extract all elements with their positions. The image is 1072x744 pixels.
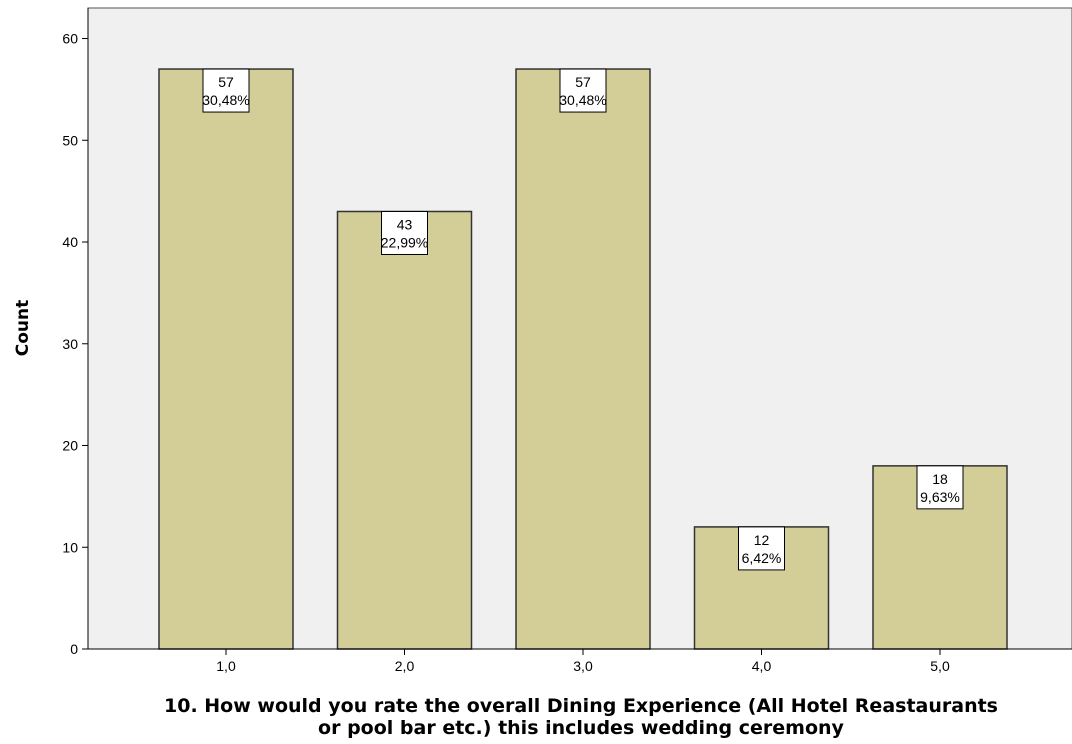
x-axis-title-line-1: 10. How would you rate the overall Dinin…: [164, 695, 998, 717]
data-label-box: [202, 68, 250, 113]
data-label-percent: 30,48%: [202, 92, 249, 108]
y-tick-label: 40: [62, 234, 78, 250]
x-axis: 1,0 2,0 3,0 4,0 5,0: [88, 648, 1072, 674]
data-label-count: 12: [754, 532, 770, 548]
y-tick-label: 10: [62, 539, 78, 555]
data-label-box: [916, 465, 964, 510]
y-tick-label: 30: [62, 336, 78, 352]
x-tick-label: 5,0: [930, 658, 950, 674]
data-label-percent: 9,63%: [920, 489, 960, 505]
data-label-count: 18: [932, 471, 948, 487]
x-tick-label: 2,0: [395, 658, 415, 674]
bar: [158, 68, 294, 650]
data-label-count: 57: [218, 74, 234, 90]
data-label-percent: 30,48%: [559, 92, 606, 108]
data-label-count: 43: [397, 216, 413, 232]
data-label-box: [738, 526, 785, 571]
y-tick-label: 0: [70, 641, 78, 657]
data-label-percent: 6,42%: [742, 550, 782, 566]
y-axis-title: Count: [13, 300, 33, 357]
x-tick-label: 4,0: [752, 658, 772, 674]
x-axis-title-line-2: or pool bar etc.) this includes wedding …: [318, 717, 845, 739]
x-tick-label: 1,0: [216, 658, 236, 674]
data-label-box: [559, 68, 607, 113]
bars-group: 57 30,48% 43 22,99% 57 30,48% 12 6,42% 18 9,63%: [158, 68, 1008, 650]
data-label-box: [381, 210, 428, 255]
y-tick-label: 60: [62, 31, 78, 47]
y-tick-label: 20: [62, 438, 78, 454]
bar: [336, 210, 473, 650]
data-label-percent: 22,99%: [381, 234, 428, 250]
bar: [515, 68, 651, 650]
y-axis: 0 10 20 30 40 50 60: [62, 8, 89, 657]
data-label-count: 57: [575, 74, 591, 90]
y-tick-label: 50: [62, 132, 78, 148]
x-tick-label: 3,0: [573, 658, 593, 674]
